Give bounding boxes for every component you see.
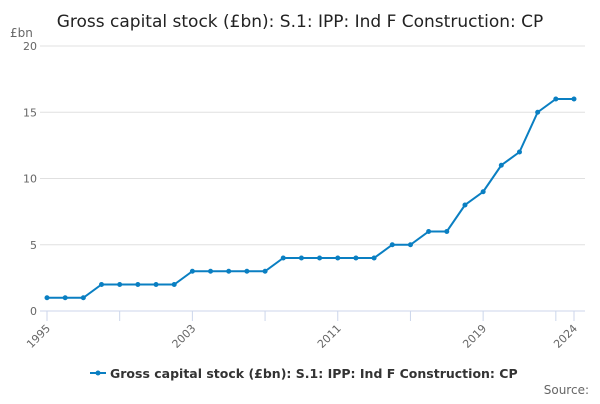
data-point bbox=[262, 268, 268, 274]
series-line bbox=[47, 98, 574, 299]
data-point bbox=[516, 149, 522, 155]
data-point bbox=[44, 295, 50, 301]
chart-title: Gross capital stock (£bn): S.1: IPP: Ind… bbox=[57, 12, 544, 32]
x-tick-label: 2024 bbox=[551, 322, 580, 351]
data-point bbox=[99, 282, 105, 287]
data-point bbox=[153, 282, 159, 287]
x-tick-label: 1995 bbox=[24, 322, 53, 351]
data-point bbox=[117, 282, 123, 287]
data-point bbox=[226, 268, 232, 274]
data-point bbox=[389, 242, 395, 248]
data-point bbox=[80, 295, 86, 301]
data-point bbox=[571, 96, 577, 102]
data-point bbox=[189, 268, 195, 274]
data-point bbox=[208, 268, 214, 274]
source-label: Source: bbox=[544, 383, 589, 397]
data-point bbox=[553, 96, 559, 102]
data-point bbox=[62, 295, 68, 301]
y-tick-label: 0 bbox=[30, 305, 37, 318]
y-tick-label: 20 bbox=[23, 40, 37, 53]
data-point bbox=[480, 189, 486, 195]
legend[interactable]: Gross capital stock (£bn): S.1: IPP: Ind… bbox=[90, 366, 518, 381]
data-point bbox=[535, 109, 541, 115]
data-point bbox=[171, 282, 177, 287]
data-point bbox=[498, 162, 504, 168]
y-axis-label: £bn bbox=[10, 26, 33, 40]
data-point bbox=[371, 255, 377, 261]
data-point bbox=[407, 242, 413, 248]
x-tick-label: 2019 bbox=[460, 322, 489, 351]
data-point bbox=[462, 202, 468, 208]
legend-label: Gross capital stock (£bn): S.1: IPP: Ind… bbox=[110, 366, 518, 381]
data-point bbox=[444, 229, 450, 234]
x-tick-label: 2003 bbox=[170, 322, 199, 351]
data-point bbox=[335, 255, 341, 261]
data-point bbox=[244, 268, 250, 274]
y-tick-label: 15 bbox=[23, 106, 37, 119]
x-tick-label: 2011 bbox=[315, 322, 344, 351]
data-point bbox=[280, 255, 286, 261]
data-point bbox=[426, 229, 432, 234]
data-point bbox=[317, 255, 323, 261]
data-point bbox=[135, 282, 141, 287]
y-tick-label: 5 bbox=[30, 239, 37, 252]
y-tick-label: 10 bbox=[23, 173, 37, 186]
data-point bbox=[353, 255, 359, 261]
data-point bbox=[298, 255, 304, 261]
